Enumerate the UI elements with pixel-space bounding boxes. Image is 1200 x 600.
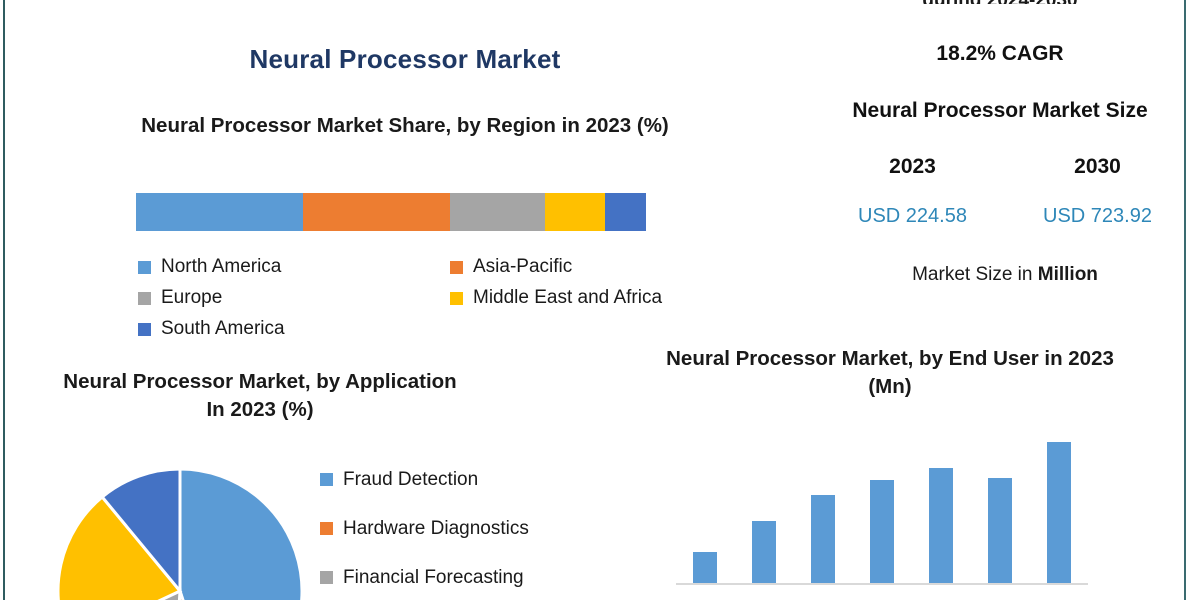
cagr-period-label: during 2024-2030 (830, 0, 1170, 4)
legend-swatch-icon (320, 571, 333, 584)
legend-swatch-icon (138, 322, 151, 336)
region-legend-item: Middle East and Africa (408, 287, 678, 309)
application-legend-label: Hardware Diagnostics (343, 517, 529, 539)
market-size-unit-value: Million (1037, 264, 1098, 285)
market-size-title: Neural Processor Market Size (852, 99, 1148, 122)
end-user-bar-plot (676, 424, 1088, 584)
region-legend-item: South America (138, 318, 408, 340)
end-user-bar (870, 480, 894, 584)
region-chart-title: Neural Processor Market Share, by Region… (141, 114, 669, 137)
pie-slice (157, 588, 182, 600)
region-segment (449, 193, 545, 231)
application-legend: Fraud Detection Hardware Diagnostics Finan… (320, 455, 600, 600)
region-legend-label: Asia-Pacific (473, 256, 573, 277)
region-segment (302, 193, 450, 231)
year-forecast-label: 2030 (1074, 155, 1121, 178)
value-forecast: USD 723.92 (1043, 205, 1152, 227)
region-stacked-bar (136, 193, 646, 231)
application-legend-item: Fraud Detection (320, 455, 600, 504)
legend-swatch-icon (320, 522, 333, 535)
region-legend-label: North America (161, 256, 282, 277)
region-legend-item: Asia-Pacific (408, 256, 678, 278)
application-pie-chart (55, 466, 305, 600)
end-user-bar (928, 468, 953, 584)
region-legend-item: North America (138, 256, 408, 278)
legend-swatch-icon (450, 291, 463, 305)
value-base: USD 224.58 (858, 205, 967, 227)
application-legend-item: Hardware Diagnostics (320, 504, 600, 553)
end-user-bar (693, 552, 718, 584)
cagr-value: 18.2% CAGR (936, 42, 1064, 65)
legend-swatch-icon (450, 260, 463, 274)
end-user-axis-line (676, 583, 1088, 585)
application-legend-label: Fraud Detection (343, 468, 479, 490)
application-legend-item: Financial Forecasting (320, 553, 600, 600)
year-base-label: 2023 (889, 155, 936, 178)
legend-swatch-icon (138, 291, 151, 305)
market-size-unit: Market Size in Million (820, 264, 1190, 286)
application-chart-title: Neural Processor Market, by Application … (63, 370, 457, 421)
frame-border-left (3, 0, 5, 600)
pie-slice (100, 467, 182, 596)
frame-border-right (1184, 0, 1186, 600)
end-user-bar (987, 478, 1012, 584)
region-segment (604, 193, 646, 231)
application-legend-label: Financial Forecasting (343, 566, 524, 588)
end-user-bar (1046, 442, 1071, 584)
legend-swatch-icon (320, 473, 333, 486)
end-user-chart-title: Neural Processor Market, by End User in … (666, 347, 1114, 398)
market-size-values: USD 224.58 USD 723.92 (820, 205, 1190, 228)
legend-swatch-icon (138, 260, 151, 274)
region-legend-label: Middle East and Africa (473, 287, 663, 308)
end-user-bar (752, 521, 777, 584)
market-size-unit-prefix: Market Size in (912, 264, 1038, 285)
region-legend-label: South America (161, 318, 285, 339)
pie-svg (56, 467, 304, 600)
pie-slice (56, 494, 183, 600)
pie-slice (178, 467, 304, 600)
page-title: Neural Processor Market (249, 44, 561, 74)
region-segment (136, 193, 303, 231)
end-user-bar (811, 495, 836, 584)
region-legend-item: Europe (138, 287, 408, 309)
region-segment (544, 193, 605, 231)
market-size-years: 2023 2030 (820, 155, 1190, 179)
region-legend-label: Europe (161, 287, 223, 308)
region-legend: North America Asia-Pacific Europe Middle Ea… (138, 256, 678, 340)
